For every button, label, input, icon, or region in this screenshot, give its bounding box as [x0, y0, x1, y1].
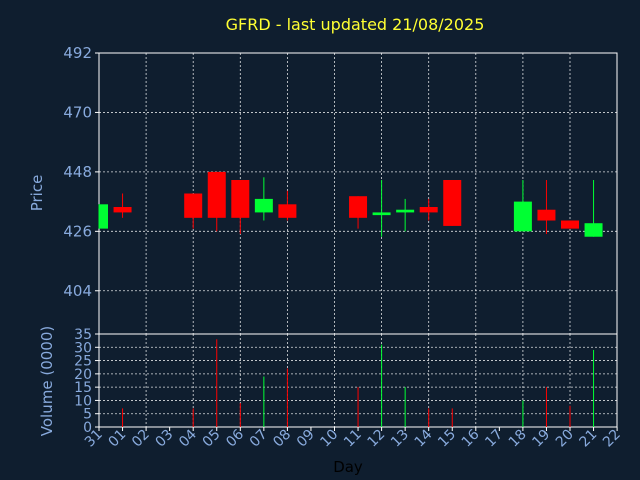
volume-tick-label: 15	[74, 380, 92, 396]
volume-tick-label: 10	[74, 393, 92, 409]
candle-body	[372, 212, 391, 216]
x-tick-label: 05	[200, 427, 224, 451]
x-tick-label: 21	[576, 427, 600, 451]
x-tick-label: 01	[105, 427, 129, 451]
candle-body	[396, 209, 415, 213]
price-tick-label: 492	[63, 44, 92, 62]
x-tick-label: 22	[600, 427, 624, 451]
x-tick-label: 10	[317, 427, 341, 451]
x-tick-label: 16	[459, 426, 483, 450]
candle-body	[184, 193, 203, 218]
volume-bars	[122, 339, 595, 427]
x-tick-label: 17	[482, 427, 506, 451]
volume-tick-label: 25	[74, 354, 92, 370]
price-tick-label: 448	[63, 163, 92, 181]
x-tick-label: 04	[176, 426, 200, 450]
x-ticks: 31 01 02 03 04 05 06 07 08 09 10 11 12 13 14 15 16 17 18 19…	[82, 426, 624, 450]
price-grid	[98, 52, 618, 334]
candles	[98, 171, 603, 237]
candle-body	[113, 207, 132, 213]
x-axis-label: Day	[333, 458, 363, 476]
chart-title: GFRD - last updated 21/08/2025	[226, 15, 485, 34]
volume-tick-label: 5	[83, 407, 92, 423]
price-tick-label: 404	[63, 282, 92, 300]
volume-tick-label: 35	[74, 327, 92, 343]
x-tick-label: 19	[529, 427, 553, 451]
x-tick-label: 06	[223, 426, 247, 450]
candle-body	[513, 201, 532, 232]
price-ticks: 404 426 448 470 492	[63, 44, 99, 300]
x-tick-label: 13	[388, 427, 412, 451]
x-tick-label: 03	[153, 427, 177, 451]
price-frame	[98, 52, 618, 335]
candle-body	[99, 204, 108, 229]
candle-body	[254, 198, 273, 213]
x-tick-label: 09	[294, 427, 318, 451]
candle-body	[231, 179, 250, 218]
price-tick-label: 426	[63, 222, 92, 240]
price-panel: 404 426 448 470 492 Price	[28, 44, 618, 335]
x-tick-label: 07	[247, 427, 271, 451]
volume-axis-label: Volume (0000)	[38, 326, 56, 436]
candle-body	[278, 204, 297, 218]
x-tick-label: 08	[270, 427, 294, 451]
x-tick-label: 18	[506, 427, 530, 451]
candle-body	[561, 220, 579, 229]
candle-body	[537, 209, 556, 221]
price-tick-label: 470	[63, 103, 92, 121]
candle-body	[419, 207, 438, 213]
x-tick-label: 11	[341, 427, 365, 451]
x-tick-label: 14	[412, 426, 436, 450]
x-tick-label: 02	[129, 427, 153, 451]
candle-body	[443, 179, 462, 226]
candle-body	[349, 196, 368, 218]
volume-tick-label: 20	[74, 367, 92, 383]
candle-body	[207, 171, 226, 218]
price-axis-label: Price	[28, 175, 46, 212]
x-tick-label: 12	[365, 427, 389, 451]
volume-tick-label: 0	[83, 420, 92, 436]
volume-tick-label: 30	[74, 340, 92, 356]
x-tick-label: 20	[553, 427, 577, 451]
candle-body	[584, 223, 603, 237]
x-tick-label: 15	[435, 427, 459, 451]
